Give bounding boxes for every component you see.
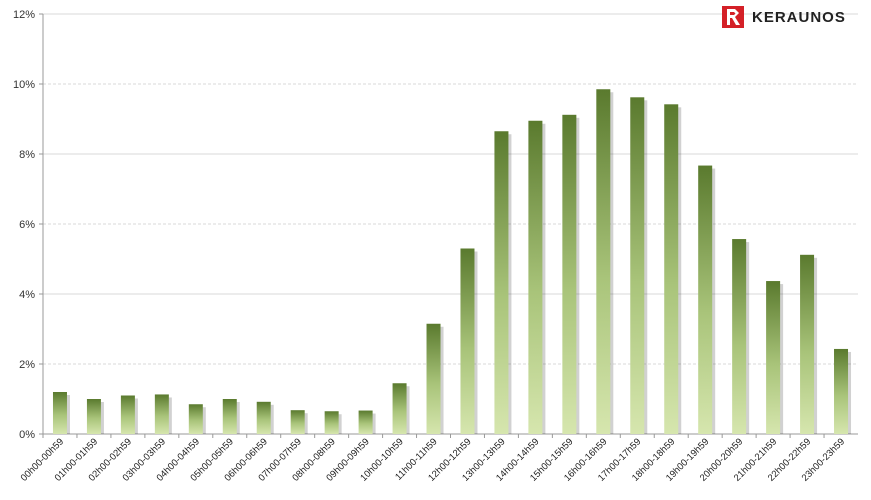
bar bbox=[698, 165, 713, 435]
bar bbox=[188, 404, 203, 434]
bar bbox=[222, 399, 237, 434]
y-tick-label: 0% bbox=[19, 429, 35, 441]
x-tick-labels: 00h00-00h5901h00-01h5902h00-02h5903h00-0… bbox=[19, 436, 847, 483]
bar bbox=[392, 383, 407, 434]
bar bbox=[52, 392, 67, 434]
y-tick-label: 4% bbox=[19, 289, 35, 301]
y-tick-labels: 0% 2% 4% 6% 8% 10% 12% bbox=[13, 9, 35, 441]
bar bbox=[630, 97, 645, 435]
brand-name: KERAUNOS bbox=[752, 8, 846, 26]
y-tick-label: 12% bbox=[13, 9, 35, 21]
bar bbox=[426, 323, 441, 434]
y-tick-label: 2% bbox=[19, 359, 35, 371]
bar bbox=[562, 114, 577, 435]
bar bbox=[290, 410, 305, 434]
bar bbox=[596, 89, 611, 434]
keraunos-logo: KERAUNOS bbox=[722, 5, 846, 29]
bar bbox=[86, 399, 101, 434]
bar bbox=[120, 395, 135, 434]
bar bbox=[766, 281, 781, 434]
bar bbox=[358, 410, 373, 434]
bar bbox=[834, 348, 849, 434]
bar bbox=[800, 254, 815, 434]
bar bbox=[324, 411, 339, 434]
y-tick-label: 8% bbox=[19, 149, 35, 161]
axes bbox=[39, 13, 858, 438]
bar bbox=[154, 394, 169, 434]
bar bbox=[494, 131, 509, 434]
bar bbox=[256, 401, 271, 434]
bar bbox=[664, 104, 679, 435]
bars bbox=[52, 89, 852, 435]
grid-lines bbox=[43, 13, 858, 365]
keraunos-logo-icon bbox=[722, 6, 744, 28]
bar bbox=[732, 239, 747, 434]
y-tick-label: 6% bbox=[19, 219, 35, 231]
bar bbox=[460, 248, 475, 434]
bar bbox=[528, 120, 543, 434]
y-tick-label: 10% bbox=[13, 79, 35, 91]
